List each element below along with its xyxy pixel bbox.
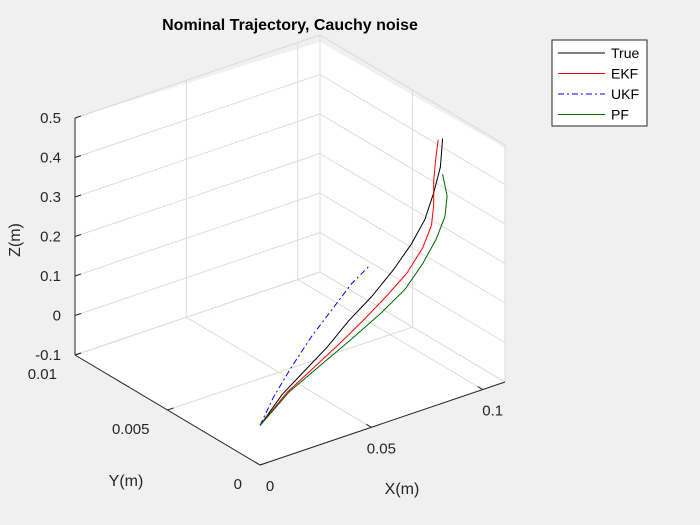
box-edge: [74, 34, 321, 119]
legend-label-ekf: EKF: [611, 66, 638, 82]
legend-box: [551, 39, 648, 127]
z-tick-label: 0.2: [40, 229, 61, 246]
box-edge: [74, 271, 321, 356]
grid-lines: [74, 34, 506, 466]
legend-label-true: True: [611, 45, 639, 61]
z-grid-line: [74, 232, 321, 316]
z-tick-mark: [74, 234, 82, 237]
z-axis-label: Z(m): [7, 223, 24, 257]
x-tick-label: 0: [266, 478, 274, 495]
box-edge: [319, 34, 506, 146]
x-tick-mark: [366, 423, 372, 428]
z-grid-line: [74, 153, 321, 237]
axes-box: [75, 42, 505, 465]
x-axis-label: X(m): [385, 481, 420, 498]
z-tick-label: -0.1: [35, 347, 61, 364]
z-tick-label: 0.4: [40, 150, 61, 167]
x-axis-line: [259, 381, 506, 466]
tick-labels: 0 0.05 0.1 0 0.005 0.01 -0.1 0 0.1 0.2 0.3 0.4 0.5: [28, 110, 503, 495]
z-grid-line: [74, 74, 321, 158]
z-tick-label: 0.1: [40, 268, 61, 285]
z-grid-line: [74, 113, 321, 198]
x-tick-mark: [254, 461, 261, 466]
y-tick-label: 0.01: [28, 366, 57, 383]
legend-label-pf: PF: [611, 107, 629, 123]
back-left-pane: [75, 42, 320, 355]
x-tick-label: 0.05: [367, 440, 396, 457]
y-axis-label: Y(m): [109, 473, 144, 490]
z-grid-line: [74, 192, 321, 277]
series-line-ukf: [259, 265, 370, 426]
chart-title: Nominal Trajectory, Cauchy noise: [162, 17, 418, 34]
z-tick-mark: [74, 155, 82, 158]
series-line-ekf: [259, 139, 439, 426]
x-tick-mark: [477, 386, 483, 390]
z-tick-mark: [74, 313, 82, 316]
z-tick-mark: [74, 273, 82, 277]
z-tick-mark: [74, 352, 82, 356]
z-tick-mark: [74, 194, 82, 198]
y-tick-label: 0.005: [112, 421, 150, 438]
z-tick-mark: [74, 115, 82, 119]
plot-series: [259, 138, 448, 426]
y-tick-mark: [259, 462, 267, 466]
box-edge: [319, 271, 506, 383]
z-tick-label: 0.5: [40, 110, 61, 127]
z-tick-label: 0.3: [40, 189, 61, 206]
series-line-pf: [259, 173, 448, 426]
y-tick-label: 0: [234, 476, 242, 493]
y-grid-line: [167, 326, 413, 411]
y-tick-mark: [167, 407, 174, 411]
legend-label-ukf: UKF: [611, 86, 639, 102]
legend[interactable]: True EKF UKF PF: [551, 39, 648, 127]
series-line-true: [259, 138, 444, 426]
x-tick-label: 0.1: [482, 403, 503, 420]
z-tick-label: 0: [53, 308, 61, 325]
